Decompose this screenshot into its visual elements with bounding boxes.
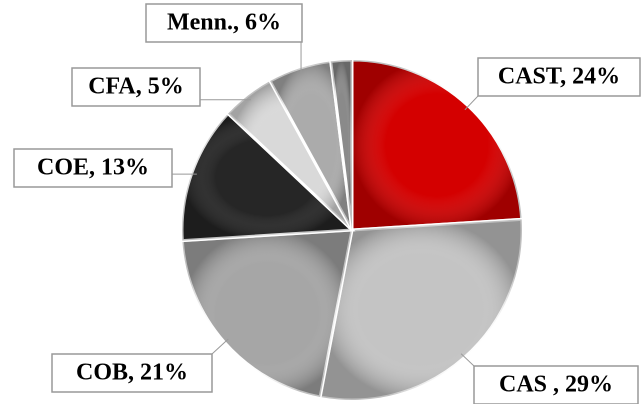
data-label: CAS , 29% — [499, 372, 613, 398]
data-label: CFA, 5% — [88, 74, 184, 100]
slice-shade — [182, 113, 352, 241]
slice-shade — [330, 60, 352, 230]
leader-line — [460, 353, 475, 367]
slice-shade — [228, 81, 352, 230]
slice-shade — [320, 219, 522, 400]
label-box — [473, 365, 639, 404]
data-label: COE, 13% — [37, 155, 149, 181]
slice-shade — [182, 230, 352, 397]
label-box — [71, 67, 201, 107]
leader-line — [464, 95, 479, 111]
data-label: Menn., 6% — [167, 10, 281, 36]
leader-line — [211, 338, 229, 355]
label-box — [51, 353, 213, 393]
label-box — [13, 148, 173, 188]
data-label: CAST, 24% — [498, 64, 620, 90]
label-box — [145, 3, 303, 43]
slice-shade — [352, 60, 522, 230]
label-box — [477, 57, 641, 97]
data-label: COB, 21% — [76, 360, 188, 386]
slice-shade — [270, 61, 352, 230]
